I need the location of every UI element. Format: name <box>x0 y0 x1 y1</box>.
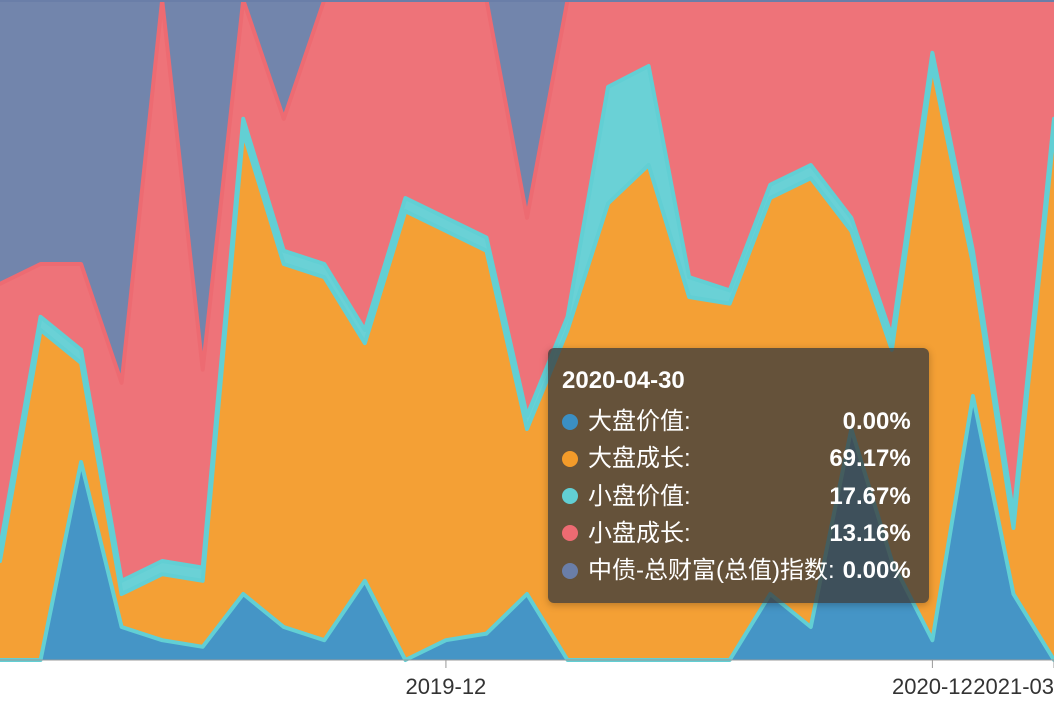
tooltip-value: 13.16% <box>829 515 910 552</box>
tooltip-label: 小盘价值: <box>588 478 691 515</box>
tooltip-value: 0.00% <box>843 403 911 440</box>
tooltip-row: 小盘价值: 17.67% <box>562 478 911 515</box>
tooltip-row: 中债-总财富(总值)指数:0.00% <box>562 552 911 589</box>
stacked-area-chart: 2019-12 2020-122021-03 2020-04-30 大盘价值: 0.… <box>0 0 1054 716</box>
tooltip-dot <box>562 451 578 467</box>
tooltip-value: 69.17% <box>829 440 910 477</box>
tooltip-row: 小盘成长: 13.16% <box>562 515 911 552</box>
tooltip-dot <box>562 563 578 579</box>
tooltip-row: 大盘价值: 0.00% <box>562 403 911 440</box>
tooltip-dot <box>562 488 578 504</box>
tooltip-title: 2020-04-30 <box>562 362 911 399</box>
x-tick-label: 2021-03 <box>973 674 1054 699</box>
tooltip-label: 中债-总财富(总值)指数: <box>588 552 835 589</box>
tooltip-value: 0.00% <box>843 552 911 589</box>
tooltip-label: 大盘价值: <box>588 403 691 440</box>
tooltip-label: 大盘成长: <box>588 440 691 477</box>
tooltip-label: 小盘成长: <box>588 515 691 552</box>
chart-tooltip: 2020-04-30 大盘价值: 0.00% 大盘成长: 69.17% 小盘价值: 17.… <box>548 348 929 603</box>
tooltip-row: 大盘成长: 69.17% <box>562 440 911 477</box>
x-tick-label: 2020-12 <box>892 674 973 699</box>
tooltip-value: 17.67% <box>829 478 910 515</box>
x-tick-label: 2019-12 <box>406 674 487 699</box>
tooltip-dot <box>562 525 578 541</box>
tooltip-dot <box>562 414 578 430</box>
